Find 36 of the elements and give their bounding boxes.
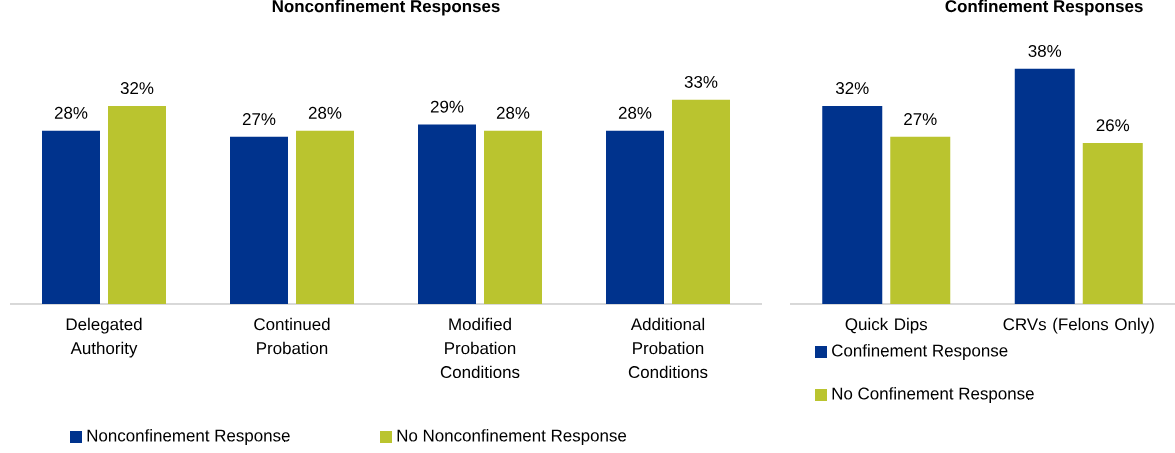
data-label: 32%: [120, 82, 154, 95]
bar: [230, 136, 288, 304]
data-label: 33%: [684, 75, 718, 88]
legend-label: Nonconfinement Response: [87, 429, 290, 445]
data-label: 32%: [835, 82, 869, 95]
data-label: 28%: [54, 106, 88, 119]
data-label: 26%: [1096, 119, 1130, 132]
chart-title: Nonconfinement Responses: [272, 0, 500, 16]
data-label: 27%: [904, 113, 937, 126]
x-tick-label: Modified Probation Conditions: [440, 317, 520, 379]
bar: [890, 136, 951, 304]
bar: [484, 130, 542, 304]
bar: [822, 105, 883, 304]
legend-label: Confinement Response: [832, 344, 1008, 360]
data-label: 38%: [1028, 44, 1062, 57]
bar: [1014, 68, 1075, 304]
data-label: 29%: [430, 100, 464, 113]
bar: [108, 105, 166, 304]
bar: [672, 99, 730, 304]
data-label: 28%: [308, 106, 342, 119]
bar: [418, 124, 476, 304]
bar: [42, 130, 100, 304]
bar: [606, 130, 664, 304]
data-label: 28%: [618, 106, 652, 119]
data-label: 28%: [496, 106, 530, 119]
x-tick-label: Quick Dips: [845, 317, 928, 334]
bar: [1082, 143, 1143, 304]
chart-title: Confinement Responses: [945, 0, 1143, 16]
data-label: 27%: [242, 113, 276, 126]
x-tick-label: Continued Probation: [254, 317, 330, 355]
legend-label: No Nonconfinement Response: [397, 429, 627, 445]
x-tick-label: CRVs (Felons Only): [1003, 317, 1154, 334]
x-tick-label: Delegated Authority: [66, 317, 142, 358]
legend-label: No Confinement Response: [832, 387, 1034, 403]
bar: [296, 130, 354, 304]
x-tick-label: Additional Probation Conditions: [628, 317, 708, 379]
